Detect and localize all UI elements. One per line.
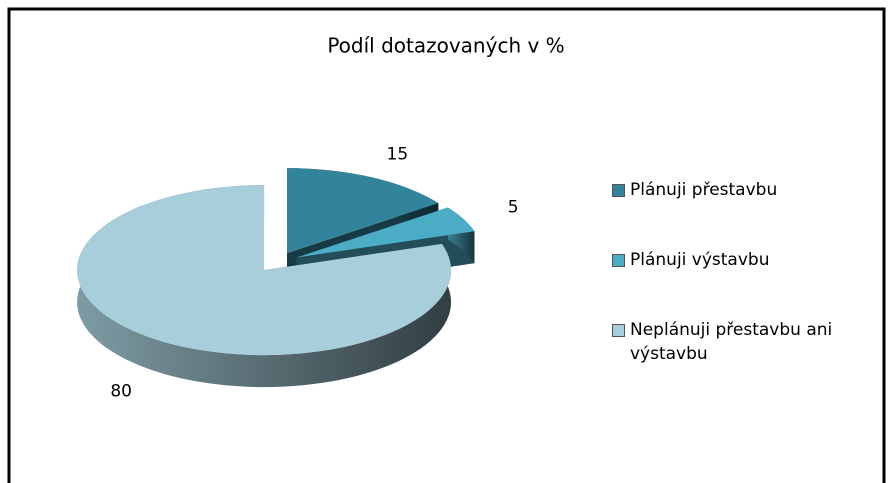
chart-frame xyxy=(7,7,886,483)
legend-label: Plánuji přestavbu xyxy=(630,180,778,200)
data-label: 80 xyxy=(110,381,132,401)
legend-swatch xyxy=(612,254,625,267)
pie-slice xyxy=(77,185,452,356)
legend-label: Plánuji výstavbu xyxy=(630,250,770,270)
legend: Plánuji přestavbu Plánuji výstavbu Neplánu… xyxy=(612,178,882,412)
legend-entry: Plánuji výstavbu xyxy=(612,248,882,272)
data-label: 5 xyxy=(508,197,519,217)
legend-entry: Plánuji přestavbu xyxy=(612,178,882,202)
pie-slice xyxy=(286,168,439,254)
data-labels: 15 5 80 xyxy=(110,145,518,402)
chart-title: Podíl dotazovaných v % xyxy=(327,34,564,58)
legend-entry: Neplánuji přestavbu ani výstavbu xyxy=(612,318,882,366)
pie-tops xyxy=(77,168,475,356)
legend-swatch xyxy=(612,184,625,197)
data-label: 15 xyxy=(387,145,409,165)
pie-slice xyxy=(296,207,475,258)
legend-label: Neplánuji přestavbu ani výstavbu xyxy=(630,320,833,364)
legend-swatch xyxy=(612,324,625,337)
